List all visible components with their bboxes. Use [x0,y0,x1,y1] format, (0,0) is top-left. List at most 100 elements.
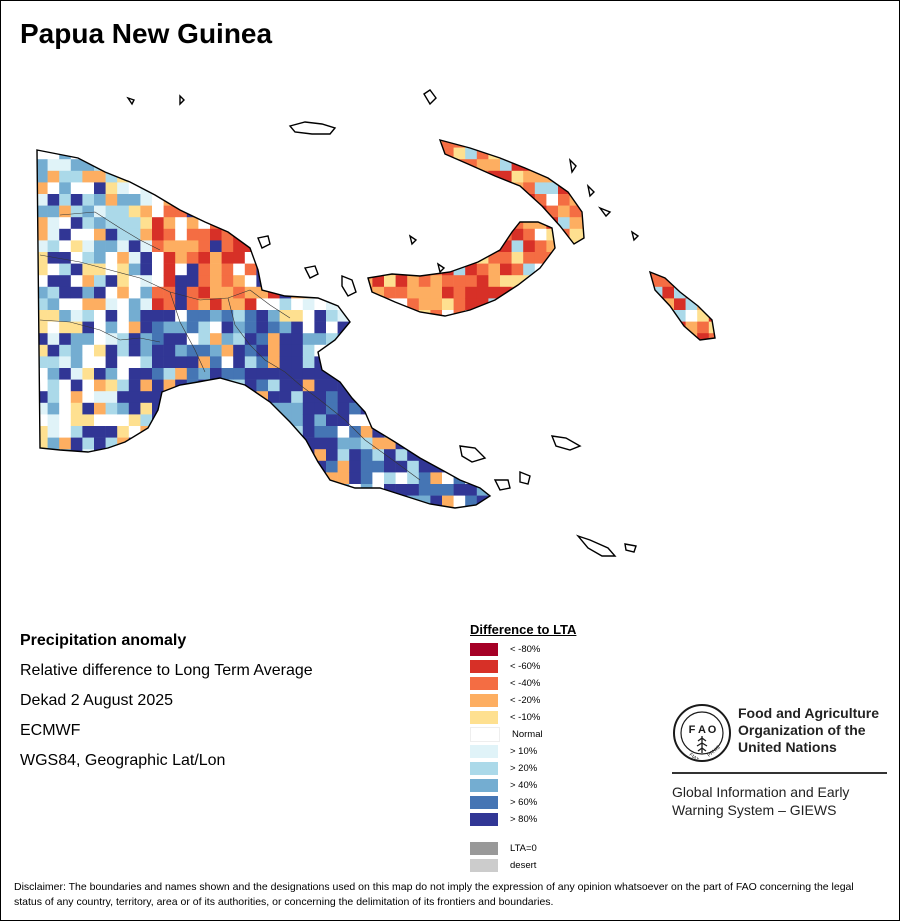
anomaly-cell [337,495,350,508]
anomaly-cell [453,379,466,392]
anomaly-cell [37,182,48,195]
anomaly-cell [476,205,489,218]
anomaly-cell [152,263,164,276]
anomaly-cell [186,356,199,369]
anomaly-cell [337,182,350,195]
anomaly-cell [59,414,72,427]
anomaly-cell [233,217,246,230]
anomaly-cell [82,379,95,392]
anomaly-cell [430,414,443,427]
anomaly-cell [511,333,524,346]
anomaly-cell [128,449,141,462]
legend-swatch [470,694,498,707]
anomaly-cell [477,542,489,554]
anomaly-cell [558,344,570,357]
anomaly-cell [558,252,570,264]
anomaly-cell [94,414,106,427]
anomaly-cell [535,554,547,566]
anomaly-cell [349,495,362,508]
anomaly-cell [82,182,95,195]
anomaly-cell [488,507,501,508]
anomaly-cell [454,554,466,566]
anomaly-cell [233,495,246,508]
anomaly-cell [233,240,246,253]
anomaly-cell [685,507,698,508]
anomaly-cell [419,519,431,531]
anomaly-cell [198,310,211,322]
anomaly-cell [152,182,164,195]
anomaly-cell [650,147,663,160]
anomaly-cell [592,310,605,322]
anomaly-cell [523,449,536,462]
anomaly-cell [569,484,582,496]
anomaly-cell [558,460,570,473]
anomaly-cell [128,472,141,485]
anomaly-cell [685,356,698,369]
anomaly-cell [37,368,48,380]
anomaly-cell [407,310,420,322]
anomaly-cell [70,263,83,276]
anomaly-cell [268,379,280,392]
anomaly-cell [697,275,710,288]
anomaly-cell [233,333,246,346]
anomaly-cell [697,170,710,183]
anomaly-cell [650,356,663,369]
anomaly-cell [280,530,292,542]
anomaly-cell [128,507,141,508]
anomaly-cell [384,159,396,172]
anomaly-cell [500,263,512,276]
anomaly-cell [546,507,559,508]
anomaly-cell [233,507,246,508]
anomaly-cell [279,240,292,253]
anomaly-cell [70,159,83,172]
anomaly-cell [221,159,234,172]
anomaly-cell [163,484,176,496]
anomaly-cell [94,519,106,531]
anomaly-cell [407,252,420,264]
anomaly-cell [256,194,269,206]
anomaly-cell [616,437,628,450]
anomaly-cell [302,495,315,508]
anomaly-cell [697,507,710,508]
anomaly-cell [581,414,594,427]
anomaly-cell [186,460,199,473]
anomaly-cell [534,321,547,334]
anomaly-cell [442,554,454,566]
anomaly-cell [581,333,594,346]
anomaly-cell [488,228,501,241]
anomaly-cell [82,310,95,322]
anomaly-cell [581,275,594,288]
anomaly-cell [662,159,675,172]
anomaly-cell [279,140,292,148]
anomaly-cell [674,321,686,334]
anomaly-cell [70,379,83,392]
anomaly-cell [395,321,408,334]
anomaly-cell [82,240,95,253]
anomaly-cell [36,530,48,542]
anomaly-cell [314,437,327,450]
anomaly-cell [279,402,292,415]
anomaly-cell [94,356,106,369]
anomaly-cell [47,310,60,322]
anomaly-cell [175,159,188,172]
anomaly-cell [465,205,478,218]
anomaly-cell [349,402,362,415]
anomaly-cell [697,530,709,542]
anomaly-cell [244,391,257,404]
anomaly-cell [476,228,489,241]
anomaly-cell [685,170,698,183]
anomaly-cell [163,310,176,322]
anomaly-cell [708,147,715,160]
anomaly-cell [326,263,338,276]
anomaly-cell [512,554,524,566]
anomaly-grid [36,140,715,566]
anomaly-cell [210,240,222,253]
anomaly-cell [349,379,362,392]
anomaly-cell [685,484,698,496]
anomaly-cell [372,275,385,288]
anomaly-cell [488,449,501,462]
anomaly-cell [221,507,234,508]
anomaly-cell [117,356,130,369]
anomaly-cell [592,402,605,415]
anomaly-cell [198,194,211,206]
